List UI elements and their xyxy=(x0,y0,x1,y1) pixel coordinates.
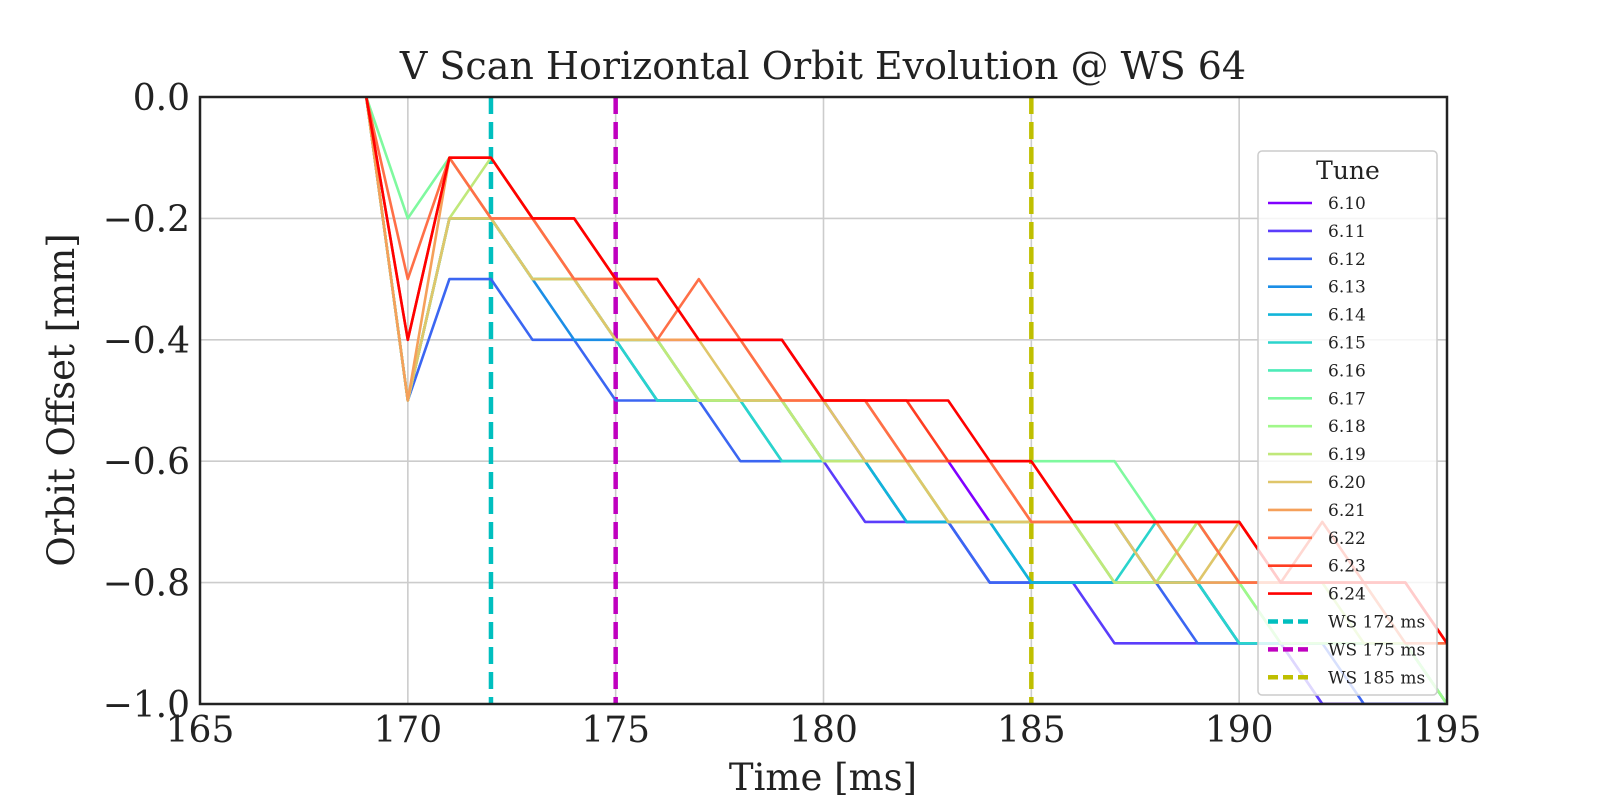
x-tick-label: 195 xyxy=(1413,710,1482,751)
y-axis-title: Orbit Offset [mm] xyxy=(40,233,83,566)
legend-item-label: WS 185 ms xyxy=(1328,668,1425,688)
y-tick-label: −1.0 xyxy=(103,685,190,726)
y-tick-label: 0.0 xyxy=(133,78,190,119)
x-tick-label: 175 xyxy=(581,710,650,751)
legend-item-label: 6.15 xyxy=(1328,334,1366,354)
y-tick-labels: 0.0 −0.2 −0.4 −0.6 −0.8 −1.0 xyxy=(103,78,190,726)
x-tick-labels: 165 170 175 180 185 190 195 xyxy=(166,710,1482,751)
plot-frame xyxy=(198,95,1449,706)
legend-item-label: 6.14 xyxy=(1328,306,1366,326)
legend-item-label: 6.17 xyxy=(1328,389,1366,409)
x-tick-label: 165 xyxy=(166,710,235,751)
legend-item-label: 6.22 xyxy=(1328,529,1366,549)
y-tick-label: −0.6 xyxy=(103,442,190,483)
legend-item-label: WS 175 ms xyxy=(1328,640,1425,660)
x-axis-title: Time [ms] xyxy=(729,756,917,799)
legend-item-label: 6.19 xyxy=(1328,445,1366,465)
legend-item-label: 6.13 xyxy=(1328,278,1366,298)
legend: Tune 6.10 6.11 6.12 6.13 6.14 6.15 6.16 6.17 6.1… xyxy=(1257,150,1438,696)
x-tick-label: 170 xyxy=(373,710,442,751)
y-tick-label: −0.2 xyxy=(103,199,190,240)
legend-item-label: 6.11 xyxy=(1328,222,1366,242)
x-tick-label: 190 xyxy=(1205,710,1274,751)
y-tick-label: −0.8 xyxy=(103,564,190,605)
x-tick-label: 185 xyxy=(997,710,1066,751)
legend-item-label: 6.24 xyxy=(1328,585,1366,605)
legend-item-label: 6.12 xyxy=(1328,250,1366,270)
legend-item-label: 6.23 xyxy=(1328,557,1366,577)
chart-title: V Scan Horizontal Orbit Evolution @ WS 6… xyxy=(399,44,1246,88)
legend-item-label: 6.20 xyxy=(1328,473,1366,493)
legend-item-label: 6.18 xyxy=(1328,417,1366,437)
legend-item-label: 6.21 xyxy=(1328,501,1366,521)
legend-title: Tune xyxy=(1316,156,1380,185)
legend-item-label: WS 172 ms xyxy=(1328,613,1425,633)
y-tick-label: −0.4 xyxy=(103,321,190,362)
legend-item-label: 6.16 xyxy=(1328,361,1366,381)
legend-item-label: 6.10 xyxy=(1328,194,1366,214)
x-tick-label: 180 xyxy=(789,710,858,751)
